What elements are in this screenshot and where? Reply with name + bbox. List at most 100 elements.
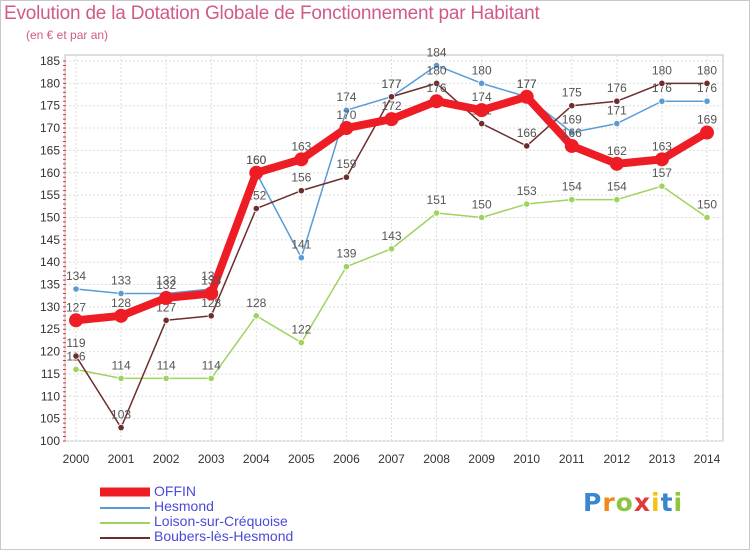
data-point xyxy=(72,365,80,374)
x-tick-label: 2009 xyxy=(468,452,495,466)
data-point xyxy=(519,89,534,104)
data-point xyxy=(387,93,396,101)
y-tick-label: 185 xyxy=(40,54,60,68)
data-label: 154 xyxy=(562,180,582,194)
y-tick-label: 140 xyxy=(40,255,60,269)
data-point xyxy=(252,204,260,213)
data-label: 163 xyxy=(291,139,311,153)
data-label: 103 xyxy=(111,408,131,422)
data-point xyxy=(297,254,305,262)
data-label: 119 xyxy=(66,336,85,350)
data-label: 177 xyxy=(517,77,537,91)
data-point xyxy=(703,97,711,105)
y-tick-label: 120 xyxy=(40,345,60,359)
legend-swatch-boubers xyxy=(100,537,150,539)
data-label: 159 xyxy=(336,157,356,171)
legend-item-offin: OFFIN xyxy=(96,484,356,499)
data-point xyxy=(478,119,486,128)
data-point xyxy=(568,102,576,110)
data-label: 141 xyxy=(291,238,311,252)
data-point xyxy=(613,97,621,105)
data-label: 150 xyxy=(472,197,492,211)
data-label: 170 xyxy=(336,108,356,122)
data-point xyxy=(384,112,399,127)
data-label: 133 xyxy=(201,273,221,287)
x-tick-label: 2011 xyxy=(559,452,585,466)
series-boubers-les-hesmond: 1191031271281521561591771801711661751761… xyxy=(66,63,717,432)
legend-swatch-loison xyxy=(100,522,150,524)
data-point xyxy=(162,316,170,324)
data-label: 128 xyxy=(246,296,266,310)
data-point xyxy=(117,423,125,432)
data-point xyxy=(297,339,305,347)
x-tick-label: 2013 xyxy=(649,452,676,466)
data-label: 169 xyxy=(562,113,582,127)
data-label: 156 xyxy=(291,171,311,185)
data-point xyxy=(159,290,174,305)
data-point xyxy=(117,289,125,298)
y-tick-label: 105 xyxy=(40,412,60,426)
y-tick-label: 160 xyxy=(40,166,60,180)
x-tick-label: 2010 xyxy=(513,452,540,466)
data-point xyxy=(432,61,441,70)
y-tick-label: 110 xyxy=(41,389,60,403)
data-point xyxy=(658,97,666,105)
legend-label-loison: Loison-sur-Créquoise xyxy=(154,513,288,529)
data-label: 162 xyxy=(607,144,627,158)
data-label: 122 xyxy=(291,323,311,337)
legend-item-loison: Loison-sur-Créquoise xyxy=(96,514,356,529)
data-label: 176 xyxy=(697,81,717,95)
data-point xyxy=(568,195,576,204)
data-point xyxy=(432,79,441,87)
data-label: 128 xyxy=(111,296,131,310)
y-tick-label: 130 xyxy=(40,300,60,314)
data-point xyxy=(342,263,351,271)
y-tick-label: 145 xyxy=(40,233,60,247)
data-label: 143 xyxy=(381,229,401,243)
data-point xyxy=(432,209,441,217)
data-point xyxy=(207,312,215,320)
data-point xyxy=(72,285,80,293)
x-tick-label: 2004 xyxy=(243,452,270,466)
data-point xyxy=(162,374,170,383)
data-label: 160 xyxy=(246,153,266,167)
data-label: 153 xyxy=(517,184,537,198)
x-tick-label: 2003 xyxy=(198,452,225,466)
data-point xyxy=(613,195,621,204)
data-point xyxy=(703,213,711,222)
data-point xyxy=(429,94,444,109)
data-label: 114 xyxy=(202,358,221,372)
y-tick-label: 115 xyxy=(41,367,60,381)
data-label: 180 xyxy=(472,63,492,77)
data-label: 139 xyxy=(336,247,356,261)
data-point xyxy=(117,374,125,383)
data-label: 177 xyxy=(381,77,401,91)
data-point xyxy=(613,119,621,128)
x-tick-label: 2006 xyxy=(333,452,360,466)
x-tick-label: 2000 xyxy=(63,452,90,466)
data-point xyxy=(703,79,711,87)
y-tick-label: 150 xyxy=(40,210,60,224)
legend-swatch-offin xyxy=(100,487,150,497)
data-point xyxy=(700,125,714,140)
proxiti-logo: Proxiti xyxy=(583,488,684,517)
y-tick-label: 165 xyxy=(40,143,60,157)
x-tick-label: 2001 xyxy=(108,452,135,466)
chart-title: Evolution de la Dotation Globale de Fonc… xyxy=(4,3,540,24)
data-point xyxy=(609,156,624,171)
y-tick-label: 125 xyxy=(40,322,60,336)
data-point xyxy=(294,152,309,167)
data-point xyxy=(474,103,489,118)
data-label: 157 xyxy=(652,166,672,180)
data-label: 114 xyxy=(157,358,176,372)
data-label: 133 xyxy=(156,273,176,287)
y-tick-label: 135 xyxy=(40,278,60,292)
data-point xyxy=(387,245,396,253)
data-label: 172 xyxy=(381,99,401,113)
data-point xyxy=(252,312,260,320)
series-loison-sur-crequoise: 1161141141141281221391431511501531541541… xyxy=(66,166,717,383)
data-label: 127 xyxy=(66,300,86,314)
data-label: 160 xyxy=(246,153,266,167)
x-tick-label: 2007 xyxy=(378,452,405,466)
